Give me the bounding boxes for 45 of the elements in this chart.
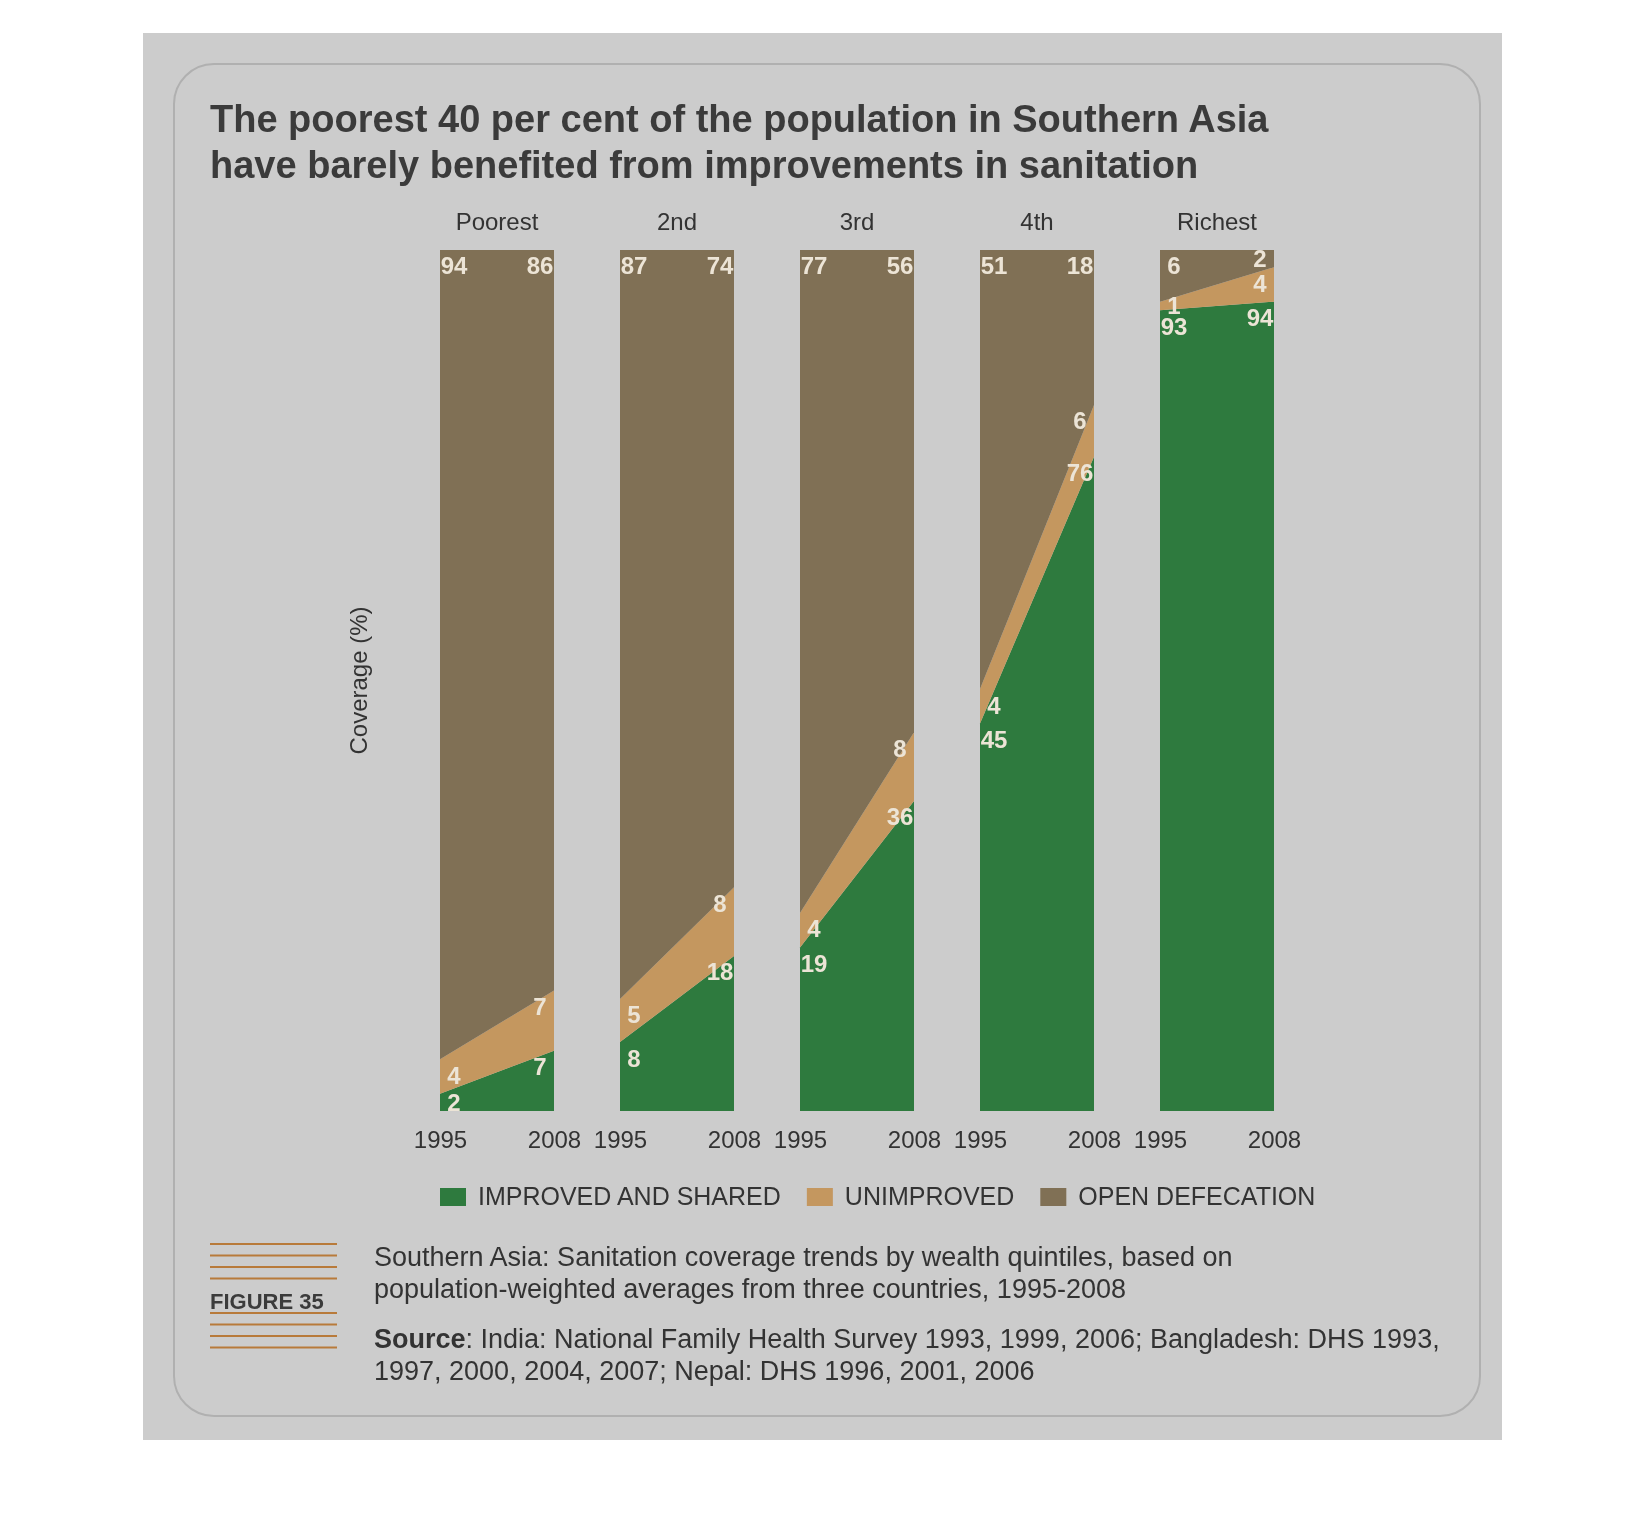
data-label: 77 [800, 252, 828, 280]
x-tick-label: 1995 [593, 1126, 648, 1154]
data-label: 94 [440, 252, 468, 280]
data-label: 7 [533, 1053, 547, 1081]
chart-title: Poorest [455, 208, 539, 235]
x-tick-label: 2008 [527, 1126, 582, 1154]
chart-title: 2nd [656, 208, 698, 235]
x-tick-label: 2008 [707, 1126, 762, 1154]
x-tick-label: 2008 [1247, 1126, 1302, 1154]
data-label: 7 [533, 992, 547, 1020]
legend-label: OPEN DEFECATION [1078, 1182, 1316, 1210]
x-tick-label: 1995 [413, 1126, 468, 1154]
data-label: 94 [1246, 304, 1274, 332]
data-label: 2 [447, 1088, 461, 1116]
data-label: 86 [526, 252, 554, 280]
data-label: 5 [627, 1001, 641, 1029]
legend-label: UNIMPROVED [844, 1182, 1015, 1210]
legend-label: IMPROVED AND SHARED [478, 1182, 781, 1210]
y-axis-title: Coverage (%) [345, 606, 372, 755]
data-label: 51 [980, 252, 1008, 280]
data-label: 8 [893, 734, 907, 762]
x-tick-label: 1995 [953, 1126, 1008, 1154]
text: Southern Asia: Sanitation coverage trends by wealth quintiles, based on population-weighted averages from three countries, 1995-2008 [374, 1242, 1233, 1305]
data-label: 6 [1073, 407, 1087, 435]
source-note: Source: India: National Family Health Survey 1993, 1999, 2006; Bangladesh: DHS 1993, 1997, 2000, 2004, 2007; Nepal: DHS 1996, 2001, 2006 [374, 1324, 1440, 1387]
caption: FIGURE 35 [210, 1289, 324, 1314]
x-tick-label: 2008 [887, 1126, 942, 1154]
x-tick-label: 1995 [1133, 1126, 1188, 1154]
x-tick-label: 2008 [1067, 1126, 1122, 1154]
chart-title: Richest [1176, 208, 1258, 235]
data-label: 18 [1066, 252, 1094, 280]
data-label: 18 [706, 958, 734, 986]
chart-title: 3rd [839, 208, 875, 235]
data-label: 19 [800, 949, 828, 977]
data-label: 45 [980, 725, 1008, 753]
data-label: 6 [1167, 252, 1181, 280]
data-label: 87 [620, 252, 648, 280]
data-label: 74 [706, 252, 734, 280]
data-label: 8 [627, 1044, 641, 1072]
data-label: 4 [447, 1061, 462, 1089]
data-label: 4 [987, 691, 1002, 719]
data-label: 56 [886, 252, 914, 280]
chart-title: 4th [1020, 208, 1054, 235]
x-tick-label: 1995 [773, 1126, 828, 1154]
text: The poorest 40 per cent of the population in Southern Asia have barely benefited from improvements in sanitation [210, 98, 1270, 186]
